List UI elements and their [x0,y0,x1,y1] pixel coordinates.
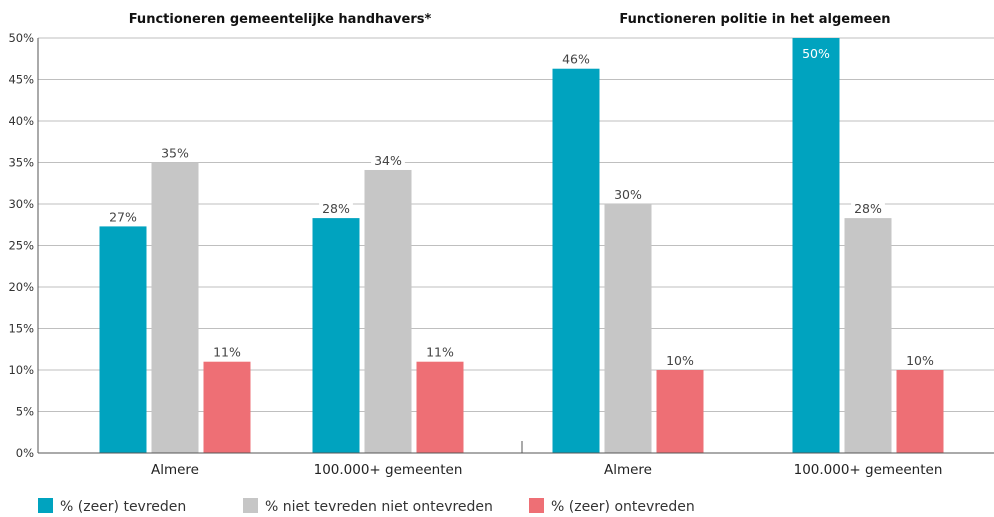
y-tick-label: 40% [8,114,34,128]
data-label: 10% [666,353,694,368]
bar [552,68,600,454]
data-labels: 27% 35% 11% 28% 34% 11% 46% 30% 10% 50% 28% 10% [106,46,937,368]
legend-swatch [38,498,53,513]
y-tick-label: 35% [8,156,34,170]
bar [99,226,147,453]
data-label-background [423,342,457,358]
data-label: 11% [426,345,454,360]
y-tick-label: 25% [8,239,34,253]
data-label-background [559,49,593,65]
panel-title: Functioneren politie in het algemeen [619,12,890,27]
data-label-background [210,342,244,358]
data-label: 50% [802,46,830,61]
data-label: 46% [562,52,590,67]
legend-label: % (zeer) tevreden [60,499,186,515]
y-tick-label: 20% [8,280,34,294]
y-tick-label: 0% [16,446,34,460]
data-label-background [611,185,645,200]
y-tick-label: 50% [8,31,34,45]
data-label-background [371,150,405,166]
y-axis-ticks: 0% 5% 10% 15% 20% 25% 30% 35% 40% 45% 50% [8,31,34,460]
data-label: 11% [213,345,241,360]
bar [151,162,199,453]
bar [844,218,892,453]
y-tick-label: 10% [8,363,34,377]
legend-label: % niet tevreden niet ontevreden [265,499,493,515]
data-label-background [903,351,937,366]
data-label-background [663,351,697,366]
legend-swatch [243,498,258,513]
data-label: 34% [374,153,402,168]
legend-swatch [529,498,544,513]
bar [203,361,251,453]
data-label: 27% [109,209,137,224]
data-label: 35% [161,146,189,161]
y-tick-label: 45% [8,73,34,87]
category-label: 100.000+ gemeenten [314,462,463,478]
legend: % (zeer) tevreden % niet tevreden niet on… [38,498,695,515]
data-label: 10% [906,353,934,368]
y-tick-label: 30% [8,197,34,211]
bar [792,38,840,453]
bars [99,38,944,454]
axes [37,38,994,454]
y-tick-label: 5% [16,405,34,419]
category-label: Almere [151,462,199,478]
data-label: 28% [854,201,882,216]
category-label: 100.000+ gemeenten [794,462,943,478]
category-labels: Almere 100.000+ gemeenten Almere 100.000+ g… [151,462,942,478]
panel-title: Functioneren gemeentelijke handhavers* [129,12,432,27]
data-label-background [158,143,192,159]
y-tick-label: 15% [8,322,34,336]
data-label-background [319,199,353,215]
data-label-background [106,207,140,223]
bar [312,218,360,453]
data-label-background [851,199,885,215]
bar [896,370,944,453]
data-label: 30% [614,187,642,202]
data-label: 28% [322,201,350,216]
panel-titles: Functioneren gemeentelijke handhavers* Fu… [129,12,891,27]
bar [416,361,464,453]
bar [604,204,652,453]
bar [656,370,704,453]
category-label: Almere [604,462,652,478]
legend-label: % (zeer) ontevreden [551,499,695,515]
bar [364,169,412,453]
